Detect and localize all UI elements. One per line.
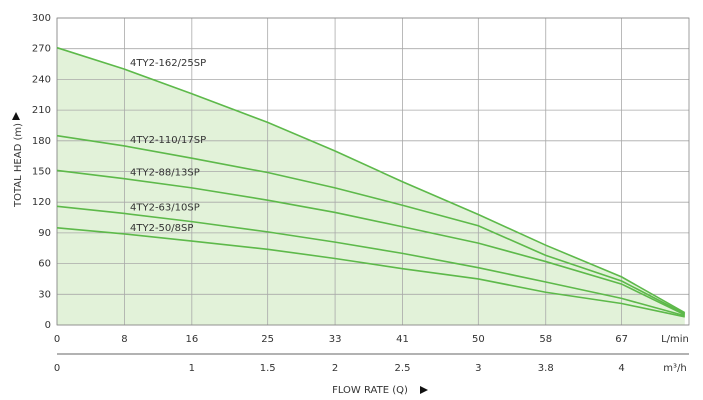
series-label: 4TY2-63/10SP [130,202,200,213]
x2-tick-label: 1 [189,363,195,374]
y-tick-label: 240 [32,74,51,85]
x2-tick-label: 3.8 [538,363,554,374]
x-tick-label: 50 [472,334,485,345]
series-label: 4TY2-162/25SP [130,58,206,69]
series-line [56,46,686,314]
area-fill [57,47,685,325]
x-arrow [420,386,428,394]
series-label: 4TY2-110/17SP [130,135,206,146]
x-tick-label: 8 [121,334,127,345]
series-label: 4TY2-88/13SP [130,168,200,179]
y-tick-label: 90 [38,228,51,239]
y-tick-label: 60 [38,259,51,270]
x-tick-label: 41 [396,334,409,345]
x-unit: L/min [661,334,689,345]
series-line [56,205,685,317]
x2-tick-label: 2 [332,363,338,374]
y-tick-label: 210 [32,105,51,116]
x2-tick-label: 2.5 [395,363,411,374]
series-line [56,134,686,315]
x-tick-label: 25 [261,334,274,345]
y-tick-label: 150 [32,167,51,178]
series-label: 4TY2-50/8SP [130,223,193,234]
x-tick-label: 33 [329,334,342,345]
y-tick-label: 180 [32,136,51,147]
x-tick-label: 0 [54,334,60,345]
x2-unit: m³/h [663,363,686,374]
x2-tick-label: 4 [618,363,624,374]
y-tick-label: 300 [32,13,51,24]
y-axis-title: TOTAL HEAD (m) [13,123,24,208]
series-line [56,169,686,316]
x-tick-label: 16 [185,334,198,345]
x2-tick-label: 0 [54,363,60,374]
plot-border [56,17,690,326]
y-tick-label: 30 [38,289,51,300]
x2-tick-label: 3 [475,363,481,374]
series-line [56,226,685,318]
x-tick-label: 58 [539,334,552,345]
y-tick-label: 270 [32,44,51,55]
y-arrow [12,112,20,120]
plot-area [56,17,690,326]
x-axis-title: FLOW RATE (Q) [332,385,408,396]
x-tick-label: 67 [615,334,628,345]
y-tick-label: 0 [45,320,51,331]
x2-tick-label: 1.5 [260,363,276,374]
y-tick-label: 120 [32,197,51,208]
